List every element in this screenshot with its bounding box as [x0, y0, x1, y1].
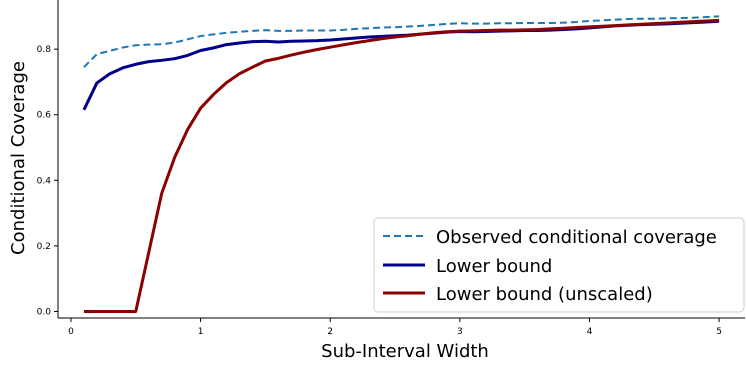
legend-label-lower-bound: Lower bound [436, 256, 552, 277]
y-tick-label: 0.4 [37, 176, 52, 186]
legend: Observed conditional coverage Lower boun… [373, 217, 745, 313]
x-tick-label: 5 [716, 327, 722, 337]
plot-lines [82, 15, 720, 313]
x-tick-label: 0 [68, 327, 74, 337]
legend-frame [373, 217, 745, 313]
legend-label-lower-bound-unscaled: Lower bound (unscaled) [436, 284, 653, 305]
y-ticks: 0.0 0.2 0.4 0.6 0.8 [37, 45, 58, 317]
x-ticks: 0 1 2 3 4 5 [68, 318, 722, 337]
y-tick-label: 0.2 [37, 242, 51, 252]
y-tick-label: 0.0 [37, 307, 52, 317]
y-axis-label: Conditional Coverage [8, 61, 29, 255]
x-tick-label: 4 [587, 327, 593, 337]
x-axis-label: Sub-Interval Width [321, 341, 489, 362]
series-line-2 [83, 18, 720, 313]
y-tick-label: 0.8 [37, 45, 52, 55]
series-line-0 [83, 15, 720, 68]
x-tick-label: 2 [327, 327, 333, 337]
y-tick-label: 0.6 [37, 111, 52, 121]
x-tick-label: 3 [457, 327, 463, 337]
legend-label-observed: Observed conditional coverage [436, 227, 717, 248]
series-line-1 [82, 19, 720, 111]
x-tick-label: 1 [198, 327, 204, 337]
